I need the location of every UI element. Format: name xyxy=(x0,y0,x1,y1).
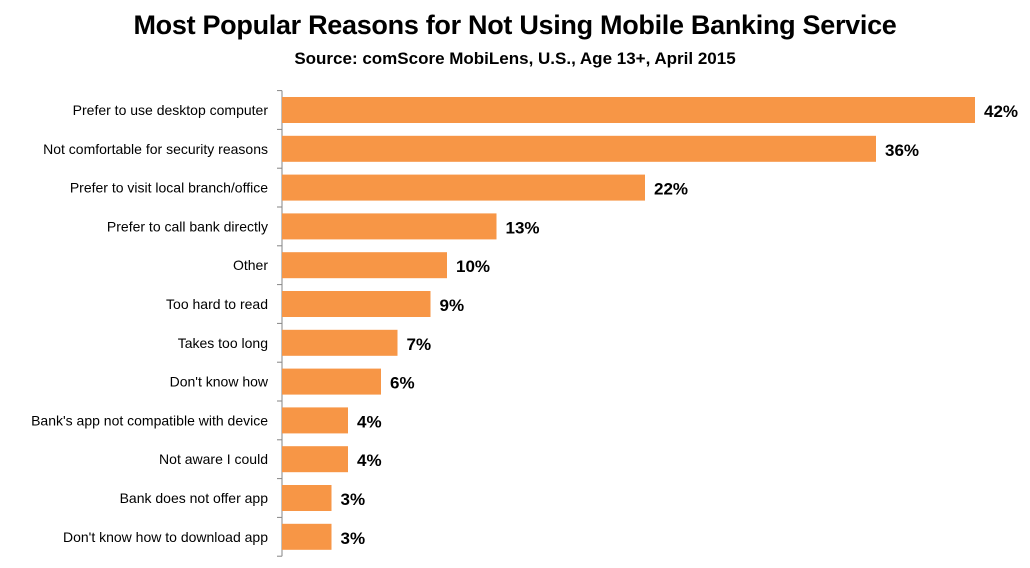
data-label: 13% xyxy=(506,218,540,237)
bar xyxy=(282,174,645,201)
category-label: Prefer to call bank directly xyxy=(107,218,268,234)
category-label: Bank does not offer app xyxy=(120,490,269,506)
bar xyxy=(282,135,876,162)
category-label: Other xyxy=(233,257,268,273)
bar xyxy=(282,368,381,395)
data-label: 6% xyxy=(390,374,415,393)
data-label: 4% xyxy=(357,412,382,431)
data-label: 4% xyxy=(357,451,382,470)
category-label: Not aware I could xyxy=(159,451,268,467)
bar xyxy=(282,291,431,317)
data-label: 22% xyxy=(654,180,688,199)
bar xyxy=(282,213,497,240)
bar xyxy=(282,523,332,550)
category-label: Takes too long xyxy=(178,335,268,351)
data-label: 9% xyxy=(440,296,465,315)
bar xyxy=(282,97,975,123)
data-label: 3% xyxy=(341,529,366,548)
category-label: Bank's app not compatible with device xyxy=(31,412,268,428)
data-label: 3% xyxy=(341,490,366,509)
data-label: 7% xyxy=(407,335,432,354)
bar xyxy=(282,485,332,511)
category-label: Prefer to use desktop computer xyxy=(73,102,269,118)
data-label: 10% xyxy=(456,257,490,276)
bar xyxy=(282,329,398,356)
category-label: Don't know how xyxy=(170,374,269,390)
category-label: Not comfortable for security reasons xyxy=(43,141,268,157)
bar xyxy=(282,446,348,473)
data-label: 42% xyxy=(984,102,1018,121)
bar xyxy=(282,252,447,279)
chart-title: Most Popular Reasons for Not Using Mobil… xyxy=(133,10,897,40)
category-label: Don't know how to download app xyxy=(63,529,268,545)
bar xyxy=(282,407,348,434)
category-label: Too hard to read xyxy=(166,296,268,312)
chart-subtitle: Source: comScore MobiLens, U.S., Age 13+… xyxy=(294,49,736,68)
data-label: 36% xyxy=(885,141,919,160)
category-label: Prefer to visit local branch/office xyxy=(70,180,268,196)
